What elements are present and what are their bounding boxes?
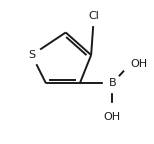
Text: OH: OH <box>131 58 148 69</box>
Text: S: S <box>28 50 35 60</box>
Text: B: B <box>109 78 116 88</box>
Text: Cl: Cl <box>89 11 99 20</box>
Text: OH: OH <box>104 112 121 122</box>
